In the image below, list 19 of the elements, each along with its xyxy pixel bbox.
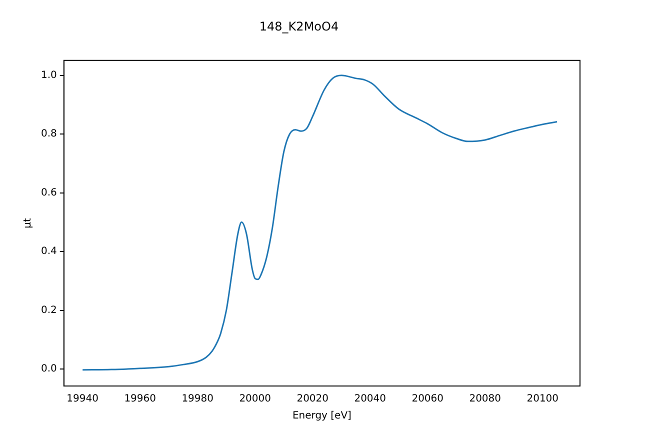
x-tick-label: 20080 xyxy=(469,394,502,405)
y-tick-label: 0.8 xyxy=(40,128,57,140)
x-tick-label: 20040 xyxy=(354,394,386,405)
x-tick-label: 20100 xyxy=(526,394,559,405)
x-tick-label: 20060 xyxy=(412,394,444,405)
x-tick-label: 20000 xyxy=(239,394,272,405)
x-axis-title: Energy [eV] xyxy=(292,410,352,422)
y-axis-title: μt xyxy=(22,218,34,228)
y-tick-label: 0.2 xyxy=(40,304,57,316)
x-tick-label: 20020 xyxy=(296,394,329,405)
line-series xyxy=(82,74,558,371)
x-tick-label: 19980 xyxy=(182,394,214,405)
y-tick-label: 0.6 xyxy=(40,187,57,198)
y-tick-label: 0.4 xyxy=(40,246,57,258)
x-tick-label: 19960 xyxy=(124,394,156,405)
x-tick-label: 19940 xyxy=(66,394,98,405)
chart-title: 148_K2MoO4 xyxy=(259,19,339,34)
y-tick-label: 0.0 xyxy=(40,364,57,375)
y-tick-label: 1.0 xyxy=(40,70,57,81)
